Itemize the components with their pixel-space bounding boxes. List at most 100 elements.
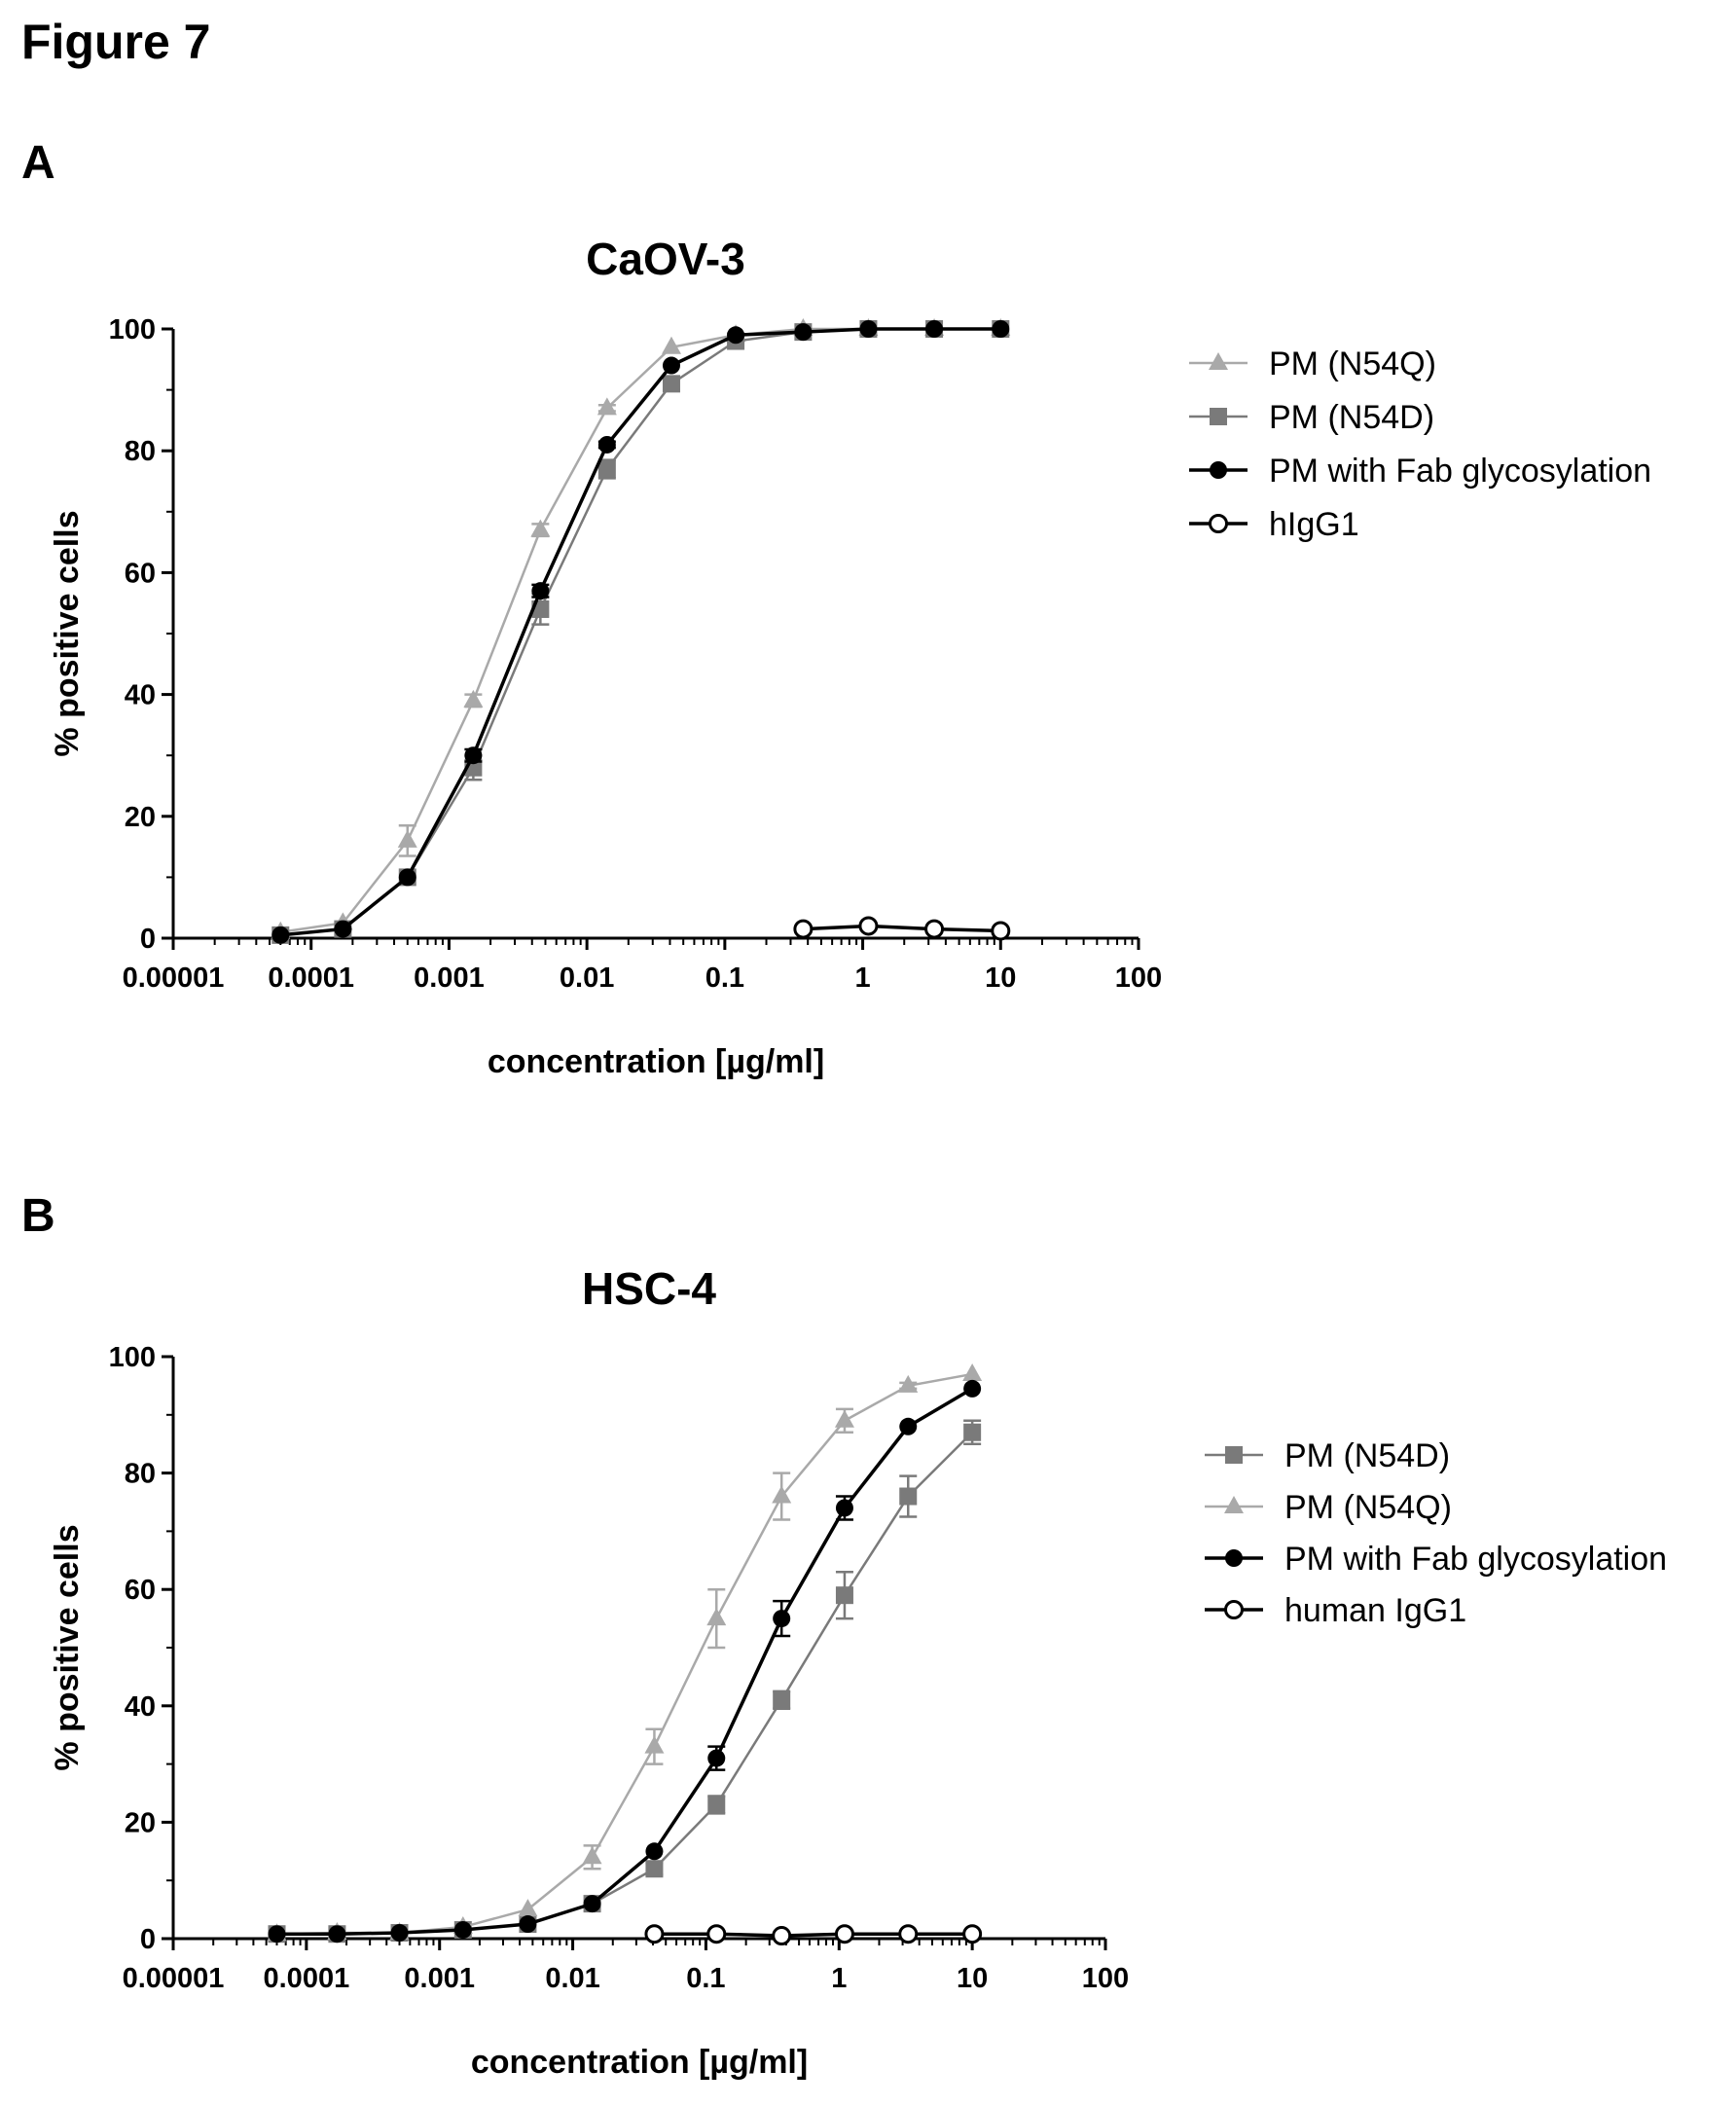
x-axis-label: concentration [µg/ml]	[488, 1043, 824, 1080]
y-tick-label: 80	[125, 436, 156, 467]
data-point	[707, 1796, 726, 1814]
legend-marker	[1209, 352, 1228, 370]
figure-title: Figure 7	[21, 15, 211, 69]
data-point	[924, 919, 945, 939]
x-tick-label: 1	[831, 1963, 847, 1994]
legend-label: human IgG1	[1284, 1592, 1466, 1629]
data-point	[390, 1924, 409, 1943]
legend-label: PM with Fab glycosylation	[1284, 1541, 1667, 1578]
data-point	[727, 326, 745, 345]
data-point	[773, 1690, 791, 1709]
y-tick-label: 20	[125, 802, 156, 833]
series-line	[654, 1932, 973, 1938]
legend-item: human IgG1	[1205, 1592, 1466, 1629]
chart-title: CaOV-3	[586, 234, 745, 284]
data-point	[453, 1921, 472, 1940]
data-point	[858, 916, 879, 936]
data-point	[463, 689, 484, 708]
data-point	[645, 1860, 664, 1878]
legend-label: PM (N54D)	[1269, 399, 1434, 436]
series-line	[803, 924, 1001, 933]
data-point	[992, 320, 1010, 338]
chart-title: HSC-4	[582, 1263, 716, 1314]
y-tick-label: 0	[140, 924, 156, 955]
data-point	[645, 1842, 664, 1861]
legend-item: PM with Fab glycosylation	[1189, 453, 1651, 490]
y-tick-label: 100	[109, 1342, 156, 1373]
chart-hsc4: HSC-4 0 20 40 60 80 100 0.00001 0.0001 0.001 0.01 0…	[49, 1263, 1667, 2081]
chart-caov3: CaOV-3 0 20 40 60 80 100 0.00001 0.0001 0.001 0.01…	[49, 234, 1651, 1080]
data-point	[963, 1379, 982, 1398]
x-tick-label: 0.1	[686, 1963, 725, 1994]
series-pm-with-fab-glycosylation	[268, 1379, 982, 1944]
y-tick-label: 100	[109, 314, 156, 345]
data-point	[898, 1374, 919, 1393]
x-tick-label: 1	[855, 963, 871, 994]
x-tick-label: 100	[1115, 963, 1162, 994]
legend-item: PM (N54D)	[1189, 399, 1434, 436]
legend-item: PM (N54D)	[1205, 1437, 1450, 1474]
legend-marker	[1224, 1600, 1244, 1619]
x-tick-label: 10	[957, 1963, 988, 1994]
data-point	[519, 1915, 537, 1934]
data-point	[644, 1924, 665, 1944]
series-line	[280, 327, 1001, 937]
legend-item: PM (N54Q)	[1189, 345, 1436, 382]
legend-item: hIgG1	[1189, 506, 1359, 543]
x-tick-label: 0.0001	[268, 963, 354, 994]
series-pm-n54q	[271, 318, 1011, 939]
x-tick-label: 0.1	[705, 963, 744, 994]
data-point	[925, 320, 944, 338]
data-point	[835, 1499, 853, 1517]
series-pm-with-fab-glycosylation	[271, 320, 1010, 944]
data-point	[661, 336, 681, 354]
x-tick-label: 0.0001	[264, 1963, 350, 1994]
data-point	[597, 459, 616, 478]
legend-marker	[1224, 1496, 1244, 1513]
data-point	[835, 1586, 853, 1605]
y-tick-label: 40	[125, 1691, 156, 1723]
data-point	[271, 926, 290, 944]
series-line	[276, 1387, 974, 1936]
legend-marker	[1225, 1446, 1243, 1464]
data-point	[772, 1926, 792, 1946]
series-line	[276, 1372, 973, 1936]
x-tick-label: 0.001	[404, 1963, 475, 1994]
y-tick-label: 60	[125, 1575, 156, 1606]
data-point	[963, 1423, 982, 1441]
data-point	[583, 1895, 601, 1913]
data-point	[962, 1362, 983, 1381]
legend-label: PM (N54Q)	[1284, 1489, 1452, 1526]
legend-label: hIgG1	[1269, 506, 1359, 543]
legend-label: PM (N54D)	[1284, 1437, 1450, 1474]
legend-marker	[1210, 408, 1227, 425]
series-human-igg1	[644, 1924, 983, 1946]
x-tick-label: 100	[1082, 1963, 1129, 1994]
legend-label: PM (N54Q)	[1269, 345, 1436, 382]
data-point	[772, 1485, 792, 1504]
series-line	[280, 327, 1001, 933]
data-point	[962, 1924, 983, 1944]
data-point	[334, 920, 352, 938]
y-tick-label: 20	[125, 1807, 156, 1838]
data-point	[268, 1925, 286, 1944]
x-tick-label: 0.01	[560, 963, 614, 994]
data-point	[707, 1749, 726, 1767]
data-point	[773, 1610, 791, 1628]
y-axis-label: % positive cells	[49, 1524, 86, 1770]
legend-item: PM (N54Q)	[1205, 1489, 1452, 1526]
data-point	[706, 1924, 727, 1944]
data-point	[464, 746, 483, 765]
data-point	[662, 375, 680, 393]
y-tick-label: 0	[140, 1924, 156, 1955]
data-point	[644, 1735, 665, 1754]
data-point	[398, 868, 416, 887]
data-point	[597, 435, 616, 454]
y-tick-label: 60	[125, 558, 156, 589]
series-line	[280, 327, 1001, 937]
data-point	[834, 1924, 854, 1944]
x-tick-label: 10	[985, 963, 1016, 994]
series-pm-n54q	[267, 1362, 983, 1942]
data-point	[793, 919, 814, 939]
data-point	[530, 519, 551, 537]
